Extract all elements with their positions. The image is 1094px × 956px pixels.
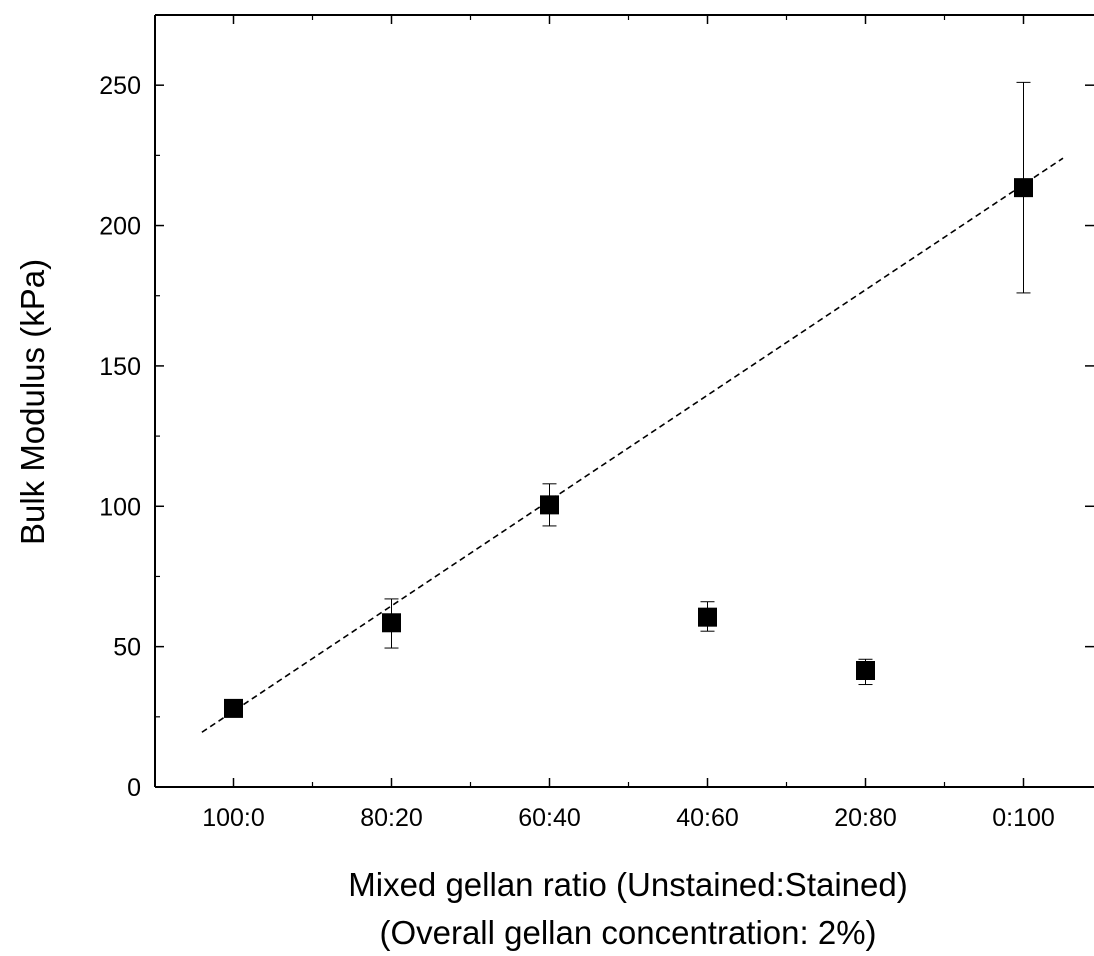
data-point [1014, 178, 1033, 198]
axes [154, 14, 1094, 788]
x-tick-label: 0:100 [992, 804, 1055, 832]
x-tick-label: 100:0 [202, 804, 265, 832]
x-tick-label: 80:20 [360, 804, 423, 832]
x-tick-label: 60:40 [518, 804, 581, 832]
tick-labels: 0 50 100 150 200 250 100:0 80:20 60:40 40:60 20:80… [99, 72, 1055, 832]
y-tick-label: 150 [99, 353, 141, 381]
trendline [201, 157, 1064, 733]
data-point [698, 607, 717, 627]
data-point [382, 613, 401, 633]
data-point [540, 495, 559, 515]
x-axis-subtitle: (Overall gellan concentration: 2%) [379, 914, 876, 951]
ticks [155, 15, 1094, 788]
y-tick-label: 200 [99, 213, 141, 241]
x-tick-label: 20:80 [834, 804, 897, 832]
y-tick-label: 50 [113, 634, 141, 662]
data-points [224, 178, 1033, 718]
error-bars [384, 81, 1031, 686]
trendline-group [201, 157, 1064, 733]
data-point [856, 660, 875, 680]
x-axis-title: Mixed gellan ratio (Unstained:Stained) [348, 866, 907, 903]
x-tick-label: 40:60 [676, 804, 739, 832]
data-point [224, 698, 243, 718]
y-tick-label: 100 [99, 493, 141, 521]
y-axis-title: Bulk Modulus (kPa) [14, 259, 51, 545]
y-tick-label: 0 [127, 774, 141, 802]
y-tick-label: 250 [99, 72, 141, 100]
